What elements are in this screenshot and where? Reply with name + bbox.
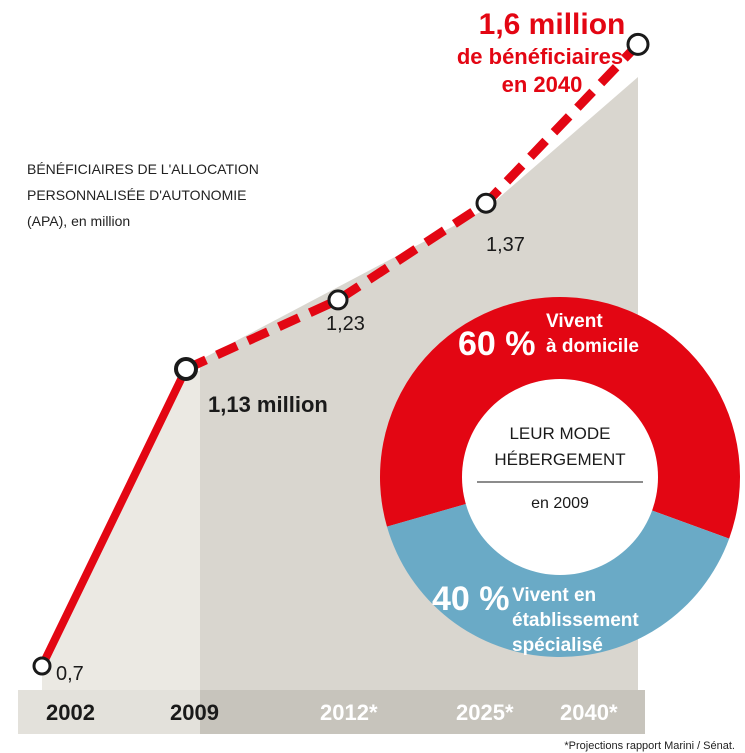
donut-domicile-label1: Vivent (546, 311, 603, 332)
year-band-right (200, 690, 645, 734)
year-label-2009: 2009 (170, 700, 219, 725)
description-line2: PERSONNALISÉE D'AUTONOMIE (27, 187, 246, 203)
data-point-2009 (174, 357, 198, 381)
value-label-2025: 1,37 (486, 234, 525, 256)
data-point-2040 (626, 32, 650, 56)
area-2002-2009 (42, 371, 200, 690)
year-label-2002: 2002 (46, 700, 95, 725)
donut-etab-label3: spécialisé (512, 635, 603, 656)
headline-line2: de bénéficiaires (457, 44, 623, 69)
data-point-2012 (327, 289, 349, 311)
donut-etab-label2: établissement (512, 610, 639, 631)
donut-center-line1: LEUR MODE (509, 424, 610, 443)
series-line-projection (184, 41, 642, 374)
description-line1: BÉNÉFICIAIRES DE L'ALLOCATION (27, 161, 259, 177)
year-label-2040: 2040* (560, 700, 618, 725)
donut-etab-pct: 40 % (432, 580, 510, 618)
headline-line1: 1,6 million (479, 8, 626, 41)
footnote: *Projections rapport Marini / Sénat. (564, 740, 735, 752)
year-label-2012: 2012* (320, 700, 378, 725)
donut-hole (462, 379, 658, 575)
donut-domicile-pct: 60 % (458, 325, 536, 363)
year-label-2025: 2025* (456, 700, 514, 725)
headline-line3: en 2040 (502, 72, 583, 97)
value-label-2009: 1,13 million (208, 392, 328, 417)
value-label-2002: 0,7 (56, 663, 84, 685)
series-line-solid (38, 365, 190, 670)
donut-center-line2: HÉBERGEMENT (494, 450, 625, 469)
value-label-2012: 1,23 (326, 313, 365, 335)
donut-center-year: en 2009 (531, 495, 589, 512)
donut-domicile-label2: à domicile (546, 336, 639, 357)
data-point-2002 (32, 656, 52, 676)
description-line3: (APA), en million (27, 213, 130, 229)
year-band-left (18, 690, 200, 734)
data-point-2025 (475, 192, 497, 214)
donut-etab-label1: Vivent en (512, 585, 596, 606)
